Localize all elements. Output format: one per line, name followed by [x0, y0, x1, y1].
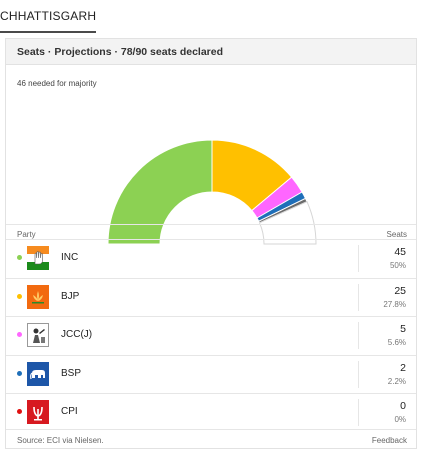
party-row-jccj[interactable]: JCC(J) 5 5.6%	[6, 316, 416, 355]
inc-hand-icon	[27, 246, 49, 270]
seat-count: 5	[400, 323, 406, 335]
party-row-bsp[interactable]: BSP 2 2.2%	[6, 354, 416, 394]
seat-count: 2	[400, 361, 406, 374]
card-header: Seats · Projections · 78/90 seats declar…	[6, 39, 416, 65]
majority-note: 46 needed for majority	[17, 79, 97, 88]
party-color-dot	[17, 255, 22, 260]
tab-chhattisgarh[interactable]: CHHATTISGARH	[0, 0, 96, 33]
arc-slice-undeclared	[258, 201, 317, 245]
seat-arc-chart	[107, 139, 317, 245]
arc-slice-inc	[107, 139, 213, 245]
source-note: Source: ECI via Nielsen.	[17, 436, 104, 445]
seat-percentage: 27.8%	[383, 299, 406, 309]
bsp-elephant-icon	[27, 361, 49, 386]
party-color-dot	[17, 370, 22, 376]
party-color-dot	[17, 409, 22, 414]
cpi-symbol-icon	[27, 400, 49, 424]
divider	[358, 360, 359, 388]
party-name: CPI	[61, 406, 78, 417]
seats-column-header: Seats	[386, 230, 407, 239]
seat-count: 0	[400, 400, 406, 412]
bjp-lotus-icon	[27, 284, 49, 309]
jccj-symbol-icon	[27, 323, 49, 347]
party-name: INC	[61, 252, 79, 263]
results-card: Seats · Projections · 78/90 seats declar…	[5, 38, 417, 449]
party-color-dot	[17, 293, 22, 299]
divider	[358, 245, 359, 272]
card-footer: Source: ECI via Nielsen. Feedback	[6, 429, 416, 450]
party-row-cpi[interactable]: CPI 0 0%	[6, 393, 416, 432]
tab-bar: CHHATTISGARH	[0, 0, 422, 33]
seat-percentage: 50%	[389, 261, 406, 270]
seat-percentage: 2.2%	[387, 376, 406, 386]
table-header: Party Seats	[6, 224, 416, 239]
seat-count: 25	[394, 284, 406, 297]
party-name: JCC(J)	[61, 329, 93, 340]
party-column-header: Party	[17, 230, 36, 239]
seat-percentage: 0%	[394, 415, 406, 424]
party-name: BJP	[61, 290, 80, 302]
party-color-dot	[17, 332, 22, 337]
party-name: BSP	[61, 367, 82, 379]
divider	[358, 322, 359, 349]
party-table: INC 45 50% BJP 25 27.8%	[6, 239, 416, 432]
divider	[358, 283, 359, 311]
seat-percentage: 5.6%	[387, 338, 406, 347]
feedback-link[interactable]: Feedback	[371, 436, 407, 445]
party-row-inc[interactable]: INC 45 50%	[6, 239, 416, 278]
party-row-bjp[interactable]: BJP 25 27.8%	[6, 277, 416, 317]
seat-count: 45	[394, 246, 406, 258]
divider	[358, 399, 359, 426]
